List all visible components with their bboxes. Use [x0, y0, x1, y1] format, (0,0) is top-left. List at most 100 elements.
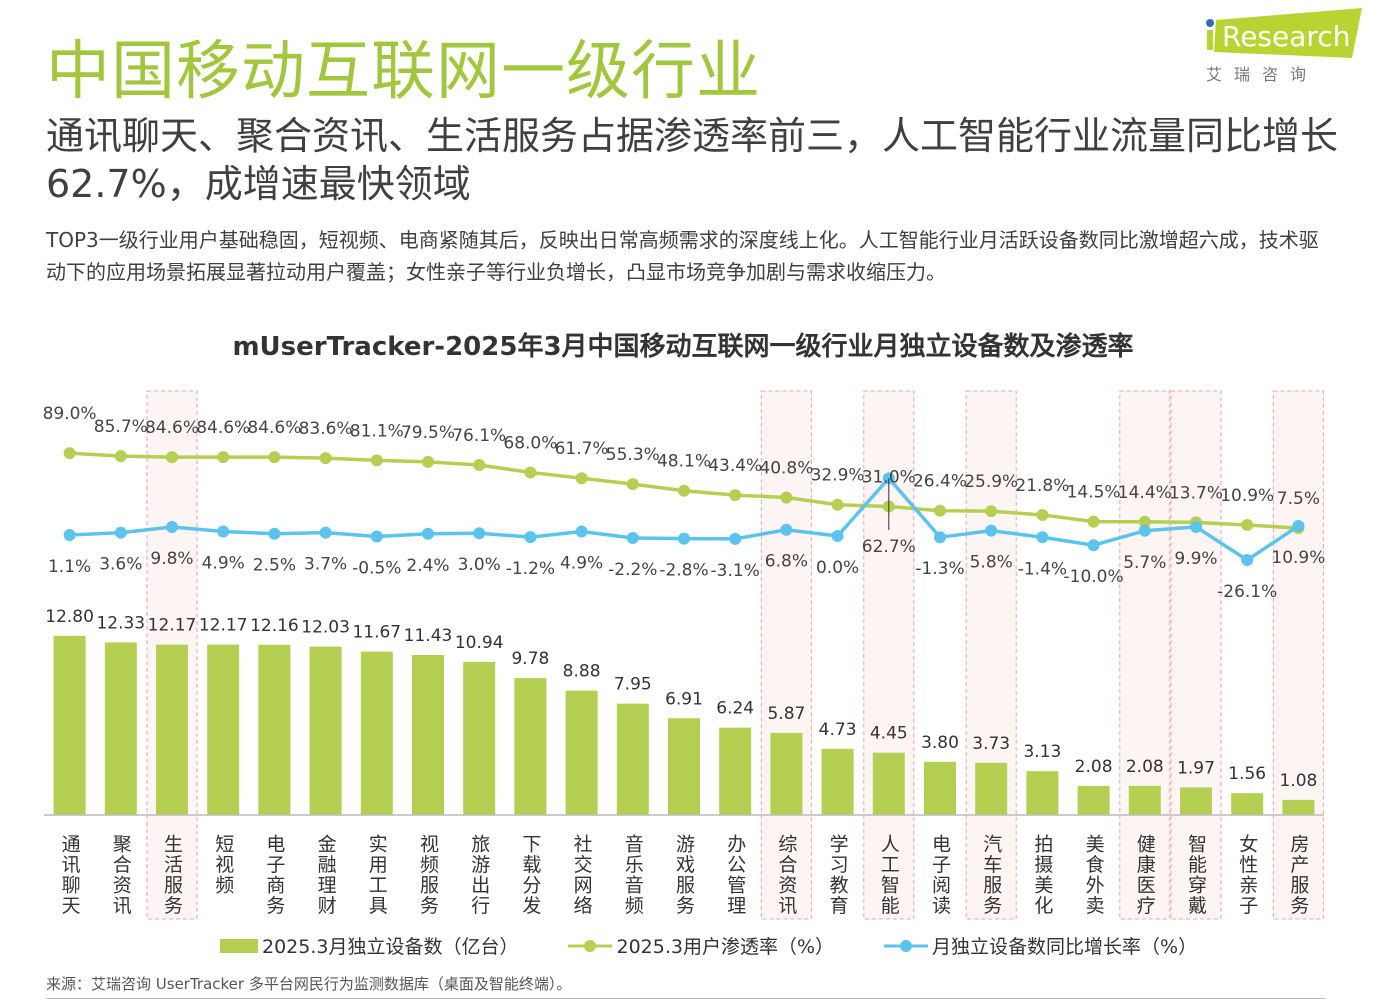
penetration-point — [1036, 508, 1049, 521]
iresearch-logo: Research 艾瑞咨询 — [1204, 6, 1366, 86]
bar — [1026, 771, 1059, 815]
bar — [53, 635, 86, 815]
growth-point — [370, 530, 383, 543]
source-note: 来源：艾瑞咨询 UserTracker 多平台网民行为监测数据库（桌面及智能终端… — [46, 975, 572, 993]
bar-value-label: 2.08 — [1075, 757, 1113, 777]
bar — [207, 644, 240, 815]
bar-value-label: 6.91 — [665, 689, 703, 709]
category-label: 拍摄美化 — [1031, 834, 1054, 916]
growth-point — [1190, 520, 1202, 533]
penetration-point — [114, 450, 127, 463]
bar-value-label: 9.78 — [511, 649, 549, 669]
penetration-point — [626, 478, 639, 491]
penetration-point — [63, 447, 76, 460]
category-label: 房产服务 — [1287, 834, 1310, 916]
penetration-label: 21.8% — [1015, 476, 1069, 496]
category-label: 美食外卖 — [1082, 834, 1105, 916]
bar — [770, 732, 803, 815]
legend-bar-swatch — [220, 938, 258, 953]
category-label: 旅游出行 — [468, 834, 491, 916]
penetration-point — [831, 498, 844, 511]
growth-label: -1.4% — [1018, 559, 1067, 579]
bar — [1231, 793, 1264, 815]
growth-point — [217, 525, 230, 538]
category-label: 音乐音频 — [621, 834, 644, 916]
bar — [309, 646, 342, 815]
penetration-point — [1087, 515, 1100, 528]
svg-text:Research: Research — [1222, 20, 1350, 53]
bar — [719, 727, 752, 815]
bar-value-label: 11.67 — [352, 623, 401, 643]
bar — [1128, 785, 1161, 815]
bar — [104, 642, 137, 815]
bar-value-label: 4.73 — [819, 720, 857, 740]
bar-value-label: 12.03 — [301, 618, 350, 638]
growth-label: 5.8% — [970, 553, 1013, 573]
growth-point — [319, 526, 332, 539]
penetration-point — [985, 505, 998, 518]
penetration-label: 84.6% — [247, 418, 301, 438]
penetration-label: 10.9% — [1220, 486, 1274, 506]
bar-value-label: 1.56 — [1228, 764, 1266, 784]
highlight-box — [1170, 390, 1222, 920]
category-label: 汽车服务 — [980, 834, 1003, 916]
bar — [463, 661, 496, 815]
penetration-label: 68.0% — [503, 433, 557, 453]
bar — [1077, 785, 1110, 815]
growth-label: 3.6% — [99, 555, 142, 575]
bar-value-label: 12.16 — [250, 616, 299, 636]
bar-value-label: 12.33 — [96, 613, 145, 633]
bar — [668, 718, 700, 815]
highlight-box — [760, 390, 812, 920]
highlight-box — [146, 390, 198, 920]
category-label: 游戏服务 — [673, 834, 695, 916]
category-label: 聚合资讯 — [109, 834, 132, 916]
bar — [924, 761, 956, 815]
bar-value-label: 3.80 — [921, 733, 959, 753]
penetration-point — [1138, 515, 1151, 528]
growth-point — [678, 532, 690, 545]
growth-label: 1.1% — [48, 557, 91, 577]
penetration-label: 40.8% — [759, 458, 813, 478]
penetration-point — [934, 504, 946, 517]
bar — [1282, 799, 1315, 815]
bar-value-label: 6.24 — [716, 699, 754, 719]
bar — [975, 762, 1008, 815]
penetration-point — [473, 458, 486, 471]
bar-value-label: 10.94 — [455, 633, 504, 653]
bar-value-label: 8.88 — [563, 662, 601, 682]
subtitle: 通讯聊天、聚合资讯、生活服务占据渗透率前三，人工智能行业流量同比增长62.7%，… — [46, 114, 1339, 206]
category-label: 电子阅读 — [929, 834, 951, 916]
bar-value-label: 2.08 — [1126, 757, 1164, 777]
category-label: 办公管理 — [724, 834, 747, 916]
bar-value-label: 12.17 — [199, 616, 248, 636]
page-title: 中国移动互联网一级行业 — [46, 35, 761, 109]
legend-line-swatch — [568, 939, 613, 952]
category-label: 通讯聊天 — [58, 834, 81, 916]
bar — [565, 690, 598, 815]
penetration-point — [729, 489, 742, 502]
penetration-point — [678, 484, 690, 497]
bar-value-label: 12.17 — [148, 616, 197, 636]
growth-point — [1087, 539, 1100, 552]
penetration-point — [524, 466, 537, 479]
penetration-label: 55.3% — [606, 445, 660, 465]
growth-label: -1.3% — [915, 559, 964, 579]
growth-point — [524, 531, 537, 544]
penetration-point — [268, 451, 281, 464]
category-label: 智能穿戴 — [1185, 834, 1207, 916]
growth-label: 2.5% — [253, 556, 296, 576]
category-label: 综合资讯 — [775, 834, 798, 916]
bar — [1180, 787, 1212, 815]
category-label: 金融理财 — [314, 834, 337, 916]
penetration-point — [1241, 518, 1254, 531]
growth-label: 3.0% — [458, 555, 501, 575]
bar — [360, 651, 393, 815]
category-label: 学习教育 — [826, 834, 849, 916]
bar — [872, 752, 905, 815]
penetration-label: 83.6% — [299, 419, 353, 439]
growth-label: -10.0% — [1064, 567, 1124, 587]
penetration-label: 84.6% — [196, 418, 250, 438]
category-label: 健康医疗 — [1133, 834, 1156, 916]
penetration-label: 61.7% — [555, 439, 609, 459]
